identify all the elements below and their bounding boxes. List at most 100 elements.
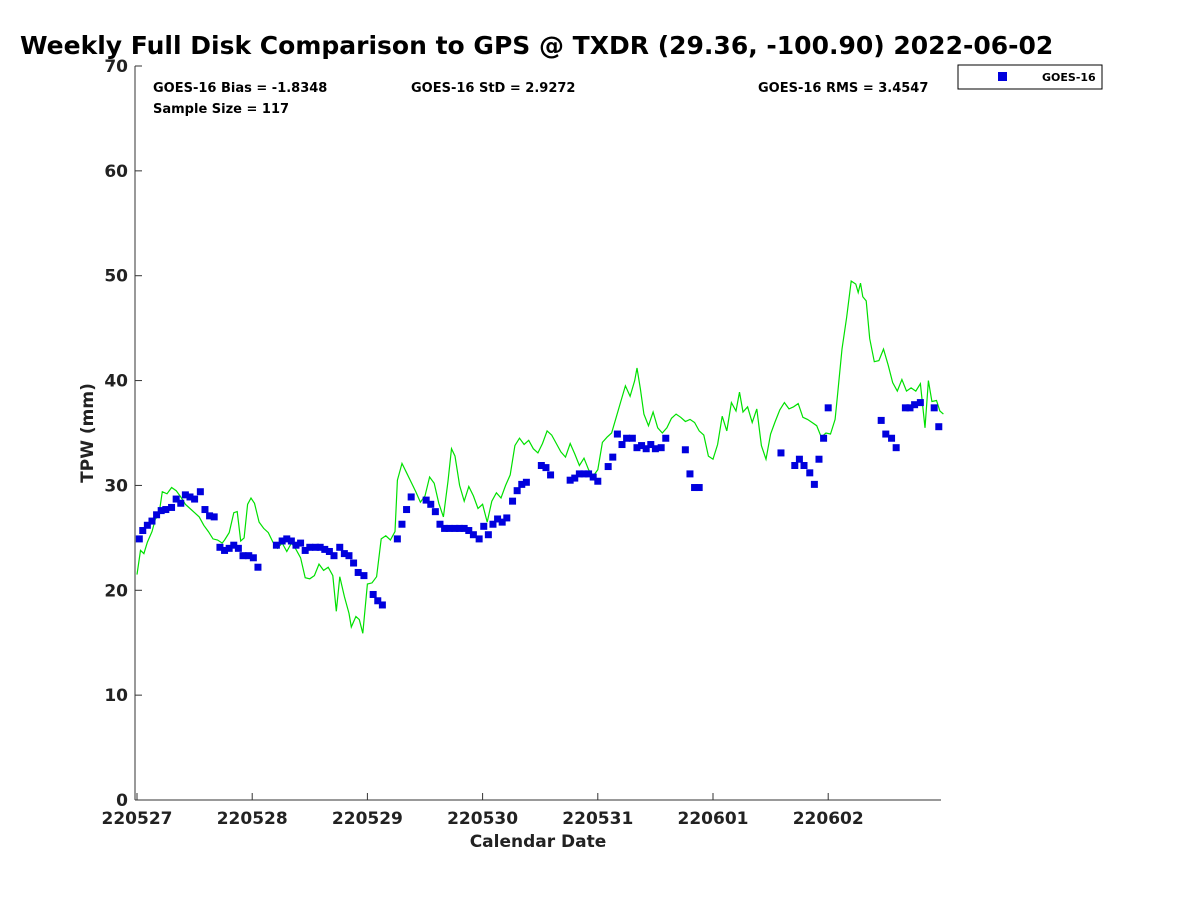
goes16-point	[489, 520, 497, 528]
legend-marker	[998, 72, 1007, 81]
goes16-point	[892, 444, 900, 452]
legend-box	[957, 64, 1103, 90]
goes16-point	[221, 546, 229, 554]
goes16-point	[393, 535, 401, 543]
goes16-point	[795, 455, 803, 463]
y-tick-label: 30	[104, 476, 128, 496]
goes16-point	[460, 524, 468, 532]
x-tick-label: 220531	[562, 809, 633, 829]
goes16-point	[210, 513, 218, 521]
goes16-point	[877, 416, 885, 424]
y-tick-label: 50	[104, 267, 128, 287]
goes16-point	[542, 464, 550, 472]
goes16-point	[686, 470, 694, 478]
goes16-point	[369, 590, 377, 598]
goes16-point	[225, 544, 233, 552]
goes16-point	[589, 473, 597, 481]
goes16-point	[201, 506, 209, 514]
y-tick-label: 0	[116, 791, 128, 811]
goes16-point	[662, 434, 670, 442]
goes16-point	[820, 434, 828, 442]
x-tick-label: 220527	[102, 809, 173, 829]
goes16-point	[287, 537, 295, 545]
goes16-point	[148, 517, 156, 525]
y-axis-label: TPW (mm)	[78, 383, 98, 483]
goes16-point	[647, 441, 655, 449]
sample-size-stat: Sample Size = 117	[153, 102, 289, 117]
goes16-point	[575, 470, 583, 478]
goes16-point	[518, 480, 526, 488]
goes16-point	[465, 527, 473, 535]
goes16-point	[815, 455, 823, 463]
goes16-point	[378, 601, 386, 609]
legend-label: GOES-16	[1042, 71, 1096, 84]
goes16-point	[916, 399, 924, 407]
goes16-point	[691, 484, 699, 492]
goes16-point	[657, 444, 665, 452]
x-tick-label: 220530	[447, 809, 518, 829]
goes16-point	[800, 462, 808, 470]
goes16-point	[206, 512, 214, 520]
goes16-point	[509, 497, 517, 505]
goes16-point	[777, 449, 785, 457]
goes16-point	[306, 543, 314, 551]
goes16-point	[172, 495, 180, 503]
goes16-point	[935, 423, 943, 431]
goes16-point	[613, 430, 621, 438]
goes16-point	[191, 495, 199, 503]
goes16-point	[930, 404, 938, 412]
goes16-point	[638, 442, 646, 450]
goes16-point	[216, 543, 224, 551]
goes16-point	[901, 404, 909, 412]
goes16-point	[537, 462, 545, 470]
goes16-point	[374, 597, 382, 605]
goes16-point	[594, 477, 602, 485]
x-tick-label: 220529	[332, 809, 403, 829]
goes16-point	[292, 541, 300, 549]
goes16-point	[585, 470, 593, 478]
goes16-point	[513, 487, 521, 495]
goes16-point	[503, 514, 511, 522]
goes16-point	[888, 434, 896, 442]
goes16-point	[278, 537, 286, 545]
goes16-point	[360, 572, 368, 580]
goes16-point	[623, 434, 631, 442]
goes16-point	[139, 527, 147, 535]
goes16-point	[456, 524, 464, 532]
goes16-point	[911, 401, 919, 409]
goes16-point	[475, 535, 483, 543]
goes16-point	[181, 491, 189, 499]
goes16-point	[498, 518, 506, 526]
goes16-point	[403, 506, 411, 514]
legend: GOES-16	[957, 64, 1103, 90]
goes16-point	[153, 511, 161, 519]
goes16-point	[325, 547, 333, 555]
goes16-point	[398, 520, 406, 528]
goes16-point	[604, 463, 612, 471]
goes16-point	[340, 550, 348, 558]
goes16-point	[354, 568, 362, 576]
goes16-point	[168, 503, 176, 511]
gps-tpw-line	[136, 279, 944, 634]
goes16-point	[245, 552, 253, 560]
goes16-point	[494, 515, 502, 523]
goes16-point	[618, 441, 626, 449]
goes16-point	[681, 446, 689, 454]
goes16-point	[580, 470, 588, 478]
goes16-point	[407, 493, 415, 501]
goes16-point	[628, 434, 636, 442]
goes16-point	[642, 445, 650, 453]
goes16-point	[135, 535, 143, 543]
goes16-point	[316, 543, 324, 551]
y-tick-label: 60	[104, 162, 128, 182]
goes16-point	[441, 524, 449, 532]
goes16-point	[336, 543, 344, 551]
goes16-point	[283, 535, 291, 543]
goes16-point	[186, 493, 194, 501]
goes16-point	[431, 508, 439, 516]
y-tick-label: 10	[104, 686, 128, 706]
chart-title: Weekly Full Disk Comparison to GPS @ TXD…	[20, 31, 1053, 60]
y-tick-label: 20	[104, 581, 128, 601]
goes16-point	[312, 543, 320, 551]
